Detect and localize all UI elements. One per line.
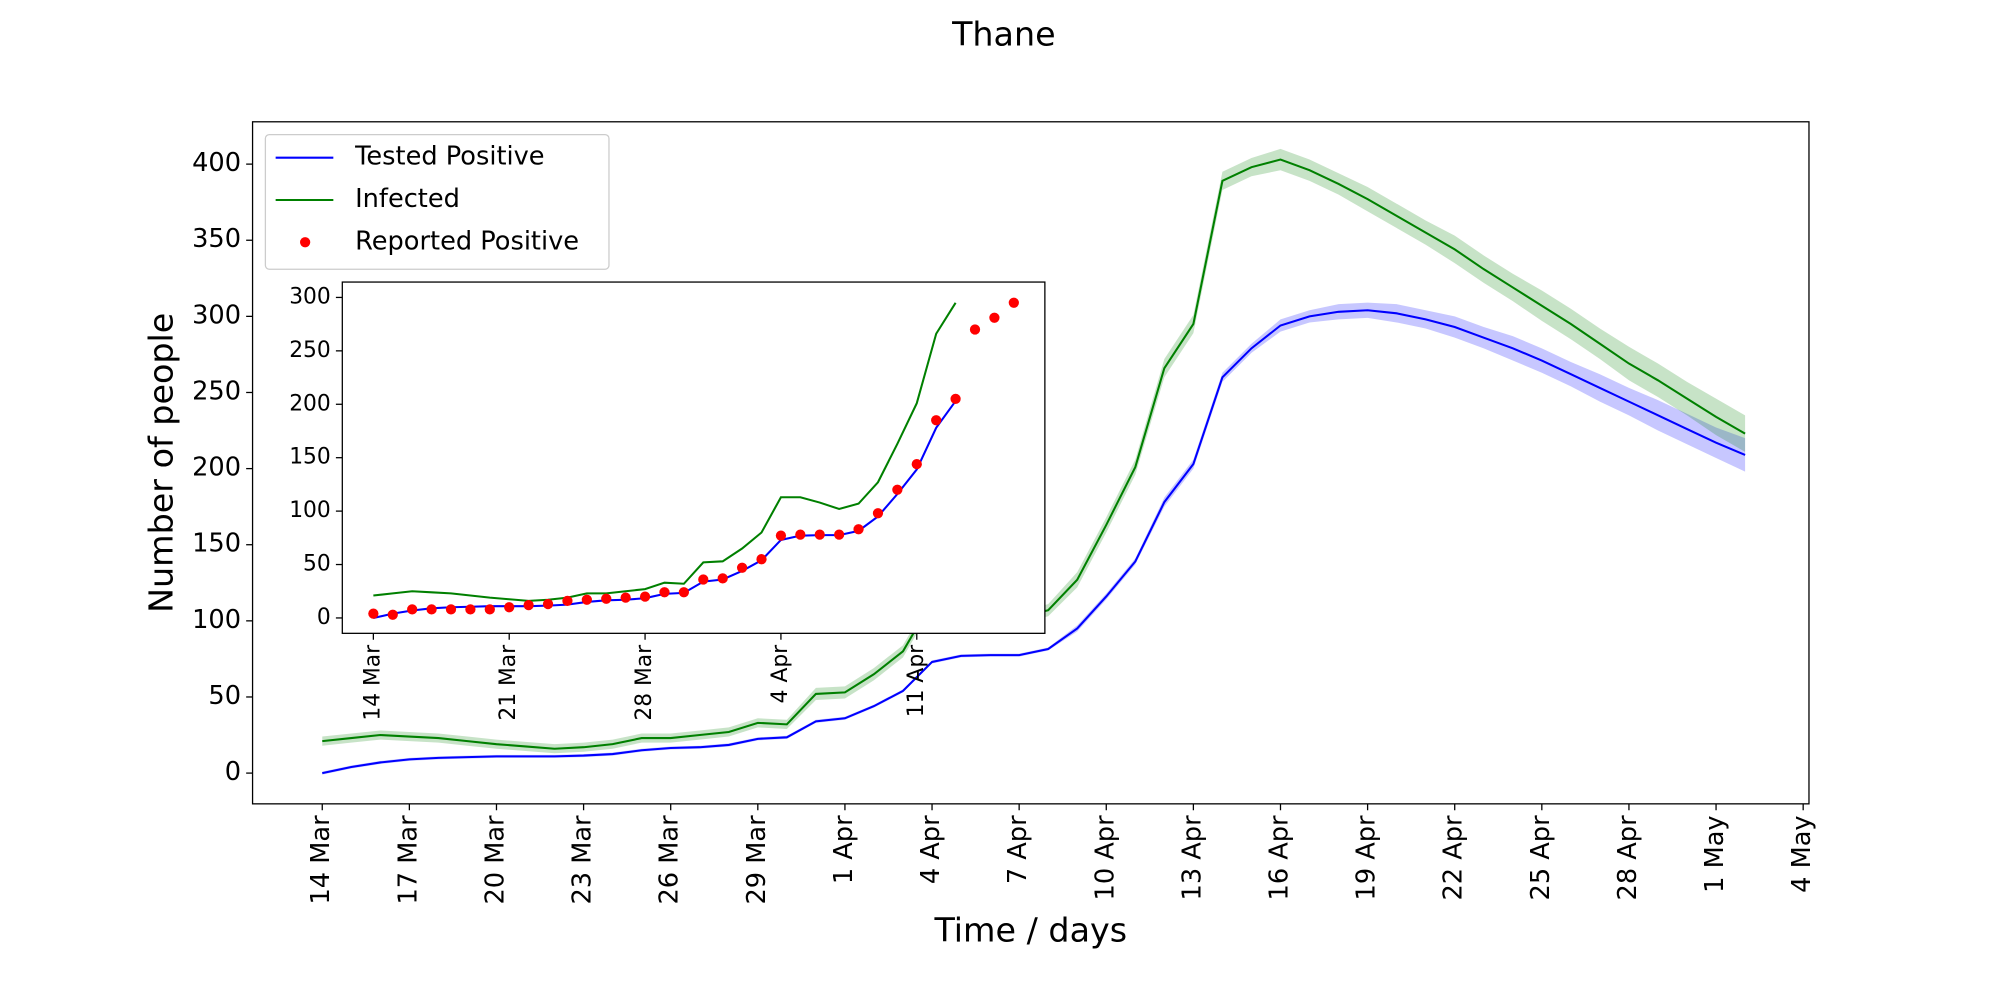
x-tick-label: 4 Apr	[768, 645, 793, 704]
plot-frame	[341, 281, 1046, 634]
data-point	[504, 602, 515, 613]
x-tick-label: 11 Apr	[904, 645, 929, 717]
data-point	[931, 415, 942, 426]
data-point	[659, 587, 670, 598]
x-axis-label: Time / days	[933, 911, 1127, 950]
plot-frame	[251, 121, 1810, 805]
x-tick-label: 4 Apr	[916, 815, 946, 884]
y-tick-label: 150	[192, 529, 241, 559]
data-point	[620, 592, 631, 603]
data-point	[969, 324, 981, 335]
y-tick-label: 200	[192, 453, 241, 483]
data-point	[814, 529, 825, 540]
legend-marker	[300, 237, 311, 248]
data-point	[853, 524, 864, 535]
y-tick-label: 50	[303, 552, 331, 577]
data-point	[989, 312, 1000, 323]
legend-label: Tested Positive	[354, 142, 544, 172]
data-point	[601, 593, 612, 604]
main-chart: Thane Time / days Number of people 0 50 100 15…	[141, 14, 1817, 949]
x-tick-label: 13 Apr	[1177, 815, 1207, 901]
x-tick-label: 4 May	[1787, 815, 1817, 892]
x-tick-label: 7 Apr	[1003, 815, 1033, 884]
y-tick-label: 150	[289, 445, 331, 470]
data-point	[581, 594, 592, 605]
data-point	[465, 604, 476, 615]
data-point	[368, 608, 379, 619]
data-point	[950, 393, 961, 405]
data-point	[542, 598, 554, 610]
data-point	[717, 573, 728, 584]
x-tick-label: 16 Apr	[1264, 815, 1294, 901]
data-point	[698, 574, 709, 585]
data-point	[775, 530, 787, 541]
data-point	[678, 587, 690, 598]
x-tick-label: 1 May	[1700, 815, 1730, 892]
y-tick-label: 350	[192, 224, 241, 254]
data-point	[736, 562, 748, 573]
data-point	[834, 529, 845, 540]
data-point	[795, 529, 806, 540]
data-point	[911, 458, 922, 470]
legend-label: Reported Positive	[355, 226, 579, 256]
data-point	[872, 508, 884, 519]
data-point	[407, 604, 418, 615]
y-tick-label: 300	[289, 284, 331, 309]
x-tick-label: 28 Apr	[1613, 815, 1643, 901]
y-tick-label: 300	[192, 300, 241, 330]
data-point	[1008, 297, 1019, 308]
x-tick-label: 21 Mar	[496, 645, 521, 721]
x-tick-label: 23 Mar	[568, 815, 598, 905]
data-point	[639, 591, 651, 602]
y-tick-label: 250	[192, 376, 241, 406]
data-point	[445, 604, 457, 615]
plot-background	[342, 282, 1045, 634]
x-tick-label: 20 Mar	[480, 815, 510, 905]
y-tick-label: 100	[289, 498, 331, 523]
series-line	[373, 302, 957, 602]
x-tick-label: 26 Mar	[655, 815, 685, 905]
y-tick-label: 250	[289, 338, 331, 363]
x-tick-label: 25 Apr	[1526, 815, 1556, 901]
y-tick-label: 200	[289, 391, 331, 416]
x-tick-label: 29 Mar	[742, 815, 772, 905]
data-point	[756, 554, 767, 565]
y-axis-label: Number of people	[141, 313, 180, 613]
y-tick-label: 0	[317, 605, 331, 630]
y-tick-label: 100	[192, 605, 241, 635]
x-tick-label: 28 Mar	[632, 645, 657, 721]
y-tick-label: 50	[208, 681, 241, 711]
data-point	[426, 604, 437, 615]
x-tick-label: 1 Apr	[829, 815, 859, 884]
data-point	[484, 604, 495, 615]
x-tick-label: 17 Mar	[393, 815, 423, 905]
data-point	[562, 595, 573, 606]
y-tick-label: 0	[225, 757, 241, 787]
x-tick-label: 10 Apr	[1090, 815, 1120, 901]
x-tick-label: 22 Apr	[1439, 815, 1469, 901]
data-point	[387, 609, 398, 620]
chart-title: Thane	[951, 14, 1056, 53]
data-point	[892, 484, 903, 495]
legend-box	[264, 133, 610, 270]
x-tick-label: 14 Mar	[360, 645, 385, 721]
x-tick-label: 14 Mar	[306, 815, 336, 905]
legend-label: Infected	[355, 184, 460, 214]
x-tick-label: 19 Apr	[1352, 815, 1382, 901]
inset-chart: 0 50 100 150 200 250 300 14 Mar 21 Mar 28 Mar 4 Ap…	[289, 281, 1046, 721]
y-tick-label: 400	[192, 148, 241, 178]
series-line	[322, 309, 1746, 775]
data-point	[523, 600, 534, 611]
